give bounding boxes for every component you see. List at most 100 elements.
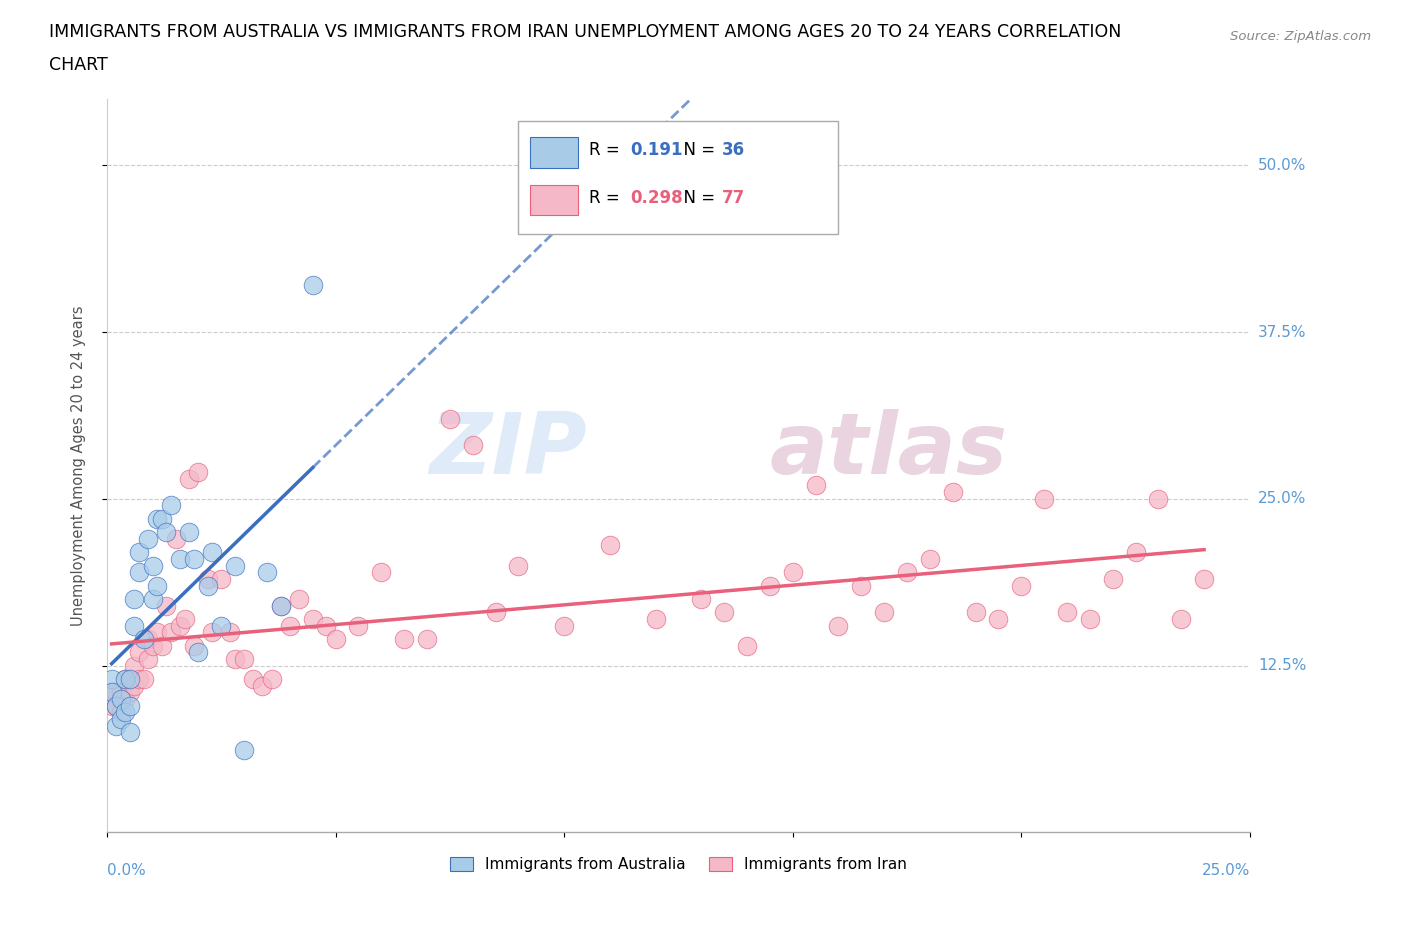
Point	[278, 618, 301, 633]
Text: 25.0%: 25.0%	[1202, 863, 1250, 878]
Point	[209, 571, 232, 586]
Point	[187, 644, 209, 659]
Point	[242, 671, 264, 686]
Point	[219, 625, 242, 640]
Point	[114, 691, 136, 706]
Point	[110, 711, 132, 726]
Point	[827, 618, 849, 633]
Point	[124, 591, 146, 606]
Point	[1170, 611, 1192, 626]
Text: 0.0%: 0.0%	[107, 863, 146, 878]
Point	[100, 671, 122, 686]
Text: N =: N =	[672, 189, 720, 206]
Point	[690, 591, 713, 606]
Point	[270, 598, 292, 613]
Point	[201, 545, 224, 560]
Point	[370, 565, 392, 579]
Point	[325, 631, 347, 646]
Text: 37.5%: 37.5%	[1258, 325, 1306, 339]
Point	[896, 565, 918, 579]
Point	[644, 611, 666, 626]
Point	[128, 565, 150, 579]
Text: 12.5%: 12.5%	[1258, 658, 1306, 673]
Point	[599, 538, 621, 553]
Point	[118, 671, 141, 686]
Point	[179, 472, 201, 486]
Text: 0.298: 0.298	[630, 189, 683, 206]
Point	[987, 611, 1010, 626]
Text: 25.0%: 25.0%	[1258, 491, 1306, 506]
FancyBboxPatch shape	[519, 121, 838, 234]
Text: ZIP: ZIP	[429, 409, 588, 492]
Point	[128, 671, 150, 686]
Point	[105, 698, 128, 713]
Point	[851, 578, 873, 593]
Point	[114, 671, 136, 686]
Point	[315, 618, 337, 633]
Point	[150, 512, 173, 526]
Point	[132, 631, 155, 646]
Point	[124, 658, 146, 673]
Point	[146, 578, 169, 593]
Point	[461, 438, 484, 453]
Y-axis label: Unemployment Among Ages 20 to 24 years: Unemployment Among Ages 20 to 24 years	[72, 305, 86, 626]
Point	[1033, 491, 1056, 506]
Point	[392, 631, 415, 646]
Point	[288, 591, 311, 606]
Point	[1010, 578, 1032, 593]
Point	[197, 571, 219, 586]
Point	[233, 651, 256, 666]
Point	[252, 678, 274, 693]
Point	[169, 551, 191, 566]
Point	[1056, 604, 1078, 619]
Text: IMMIGRANTS FROM AUSTRALIA VS IMMIGRANTS FROM IRAN UNEMPLOYMENT AMONG AGES 20 TO : IMMIGRANTS FROM AUSTRALIA VS IMMIGRANTS …	[49, 23, 1122, 41]
Text: R =: R =	[589, 141, 626, 159]
Point	[105, 684, 128, 699]
Point	[187, 465, 209, 480]
Point	[183, 638, 205, 653]
Point	[918, 551, 941, 566]
Text: 36: 36	[721, 141, 745, 159]
Point	[136, 531, 159, 546]
Point	[118, 698, 141, 713]
Point	[224, 558, 246, 573]
Point	[256, 565, 278, 579]
Point	[118, 671, 141, 686]
Point	[142, 638, 165, 653]
Point	[150, 638, 173, 653]
Point	[1125, 545, 1147, 560]
Point	[146, 512, 169, 526]
Text: 0.191: 0.191	[630, 141, 683, 159]
Point	[209, 618, 232, 633]
Point	[270, 598, 292, 613]
FancyBboxPatch shape	[530, 137, 578, 167]
FancyBboxPatch shape	[530, 184, 578, 216]
Point	[128, 644, 150, 659]
Point	[100, 698, 122, 713]
Point	[179, 525, 201, 539]
Legend: Immigrants from Australia, Immigrants from Iran: Immigrants from Australia, Immigrants fr…	[450, 857, 907, 872]
Point	[873, 604, 896, 619]
Point	[183, 551, 205, 566]
Point	[105, 698, 128, 713]
Point	[118, 724, 141, 739]
Point	[165, 531, 187, 546]
Point	[110, 705, 132, 720]
Point	[759, 578, 782, 593]
Point	[155, 598, 177, 613]
Point	[146, 625, 169, 640]
Point	[118, 684, 141, 699]
Point	[160, 498, 183, 513]
Point	[100, 684, 122, 699]
Point	[132, 671, 155, 686]
Point	[782, 565, 804, 579]
Point	[260, 671, 283, 686]
Point	[713, 604, 735, 619]
Text: atlas: atlas	[770, 409, 1008, 492]
Text: R =: R =	[589, 189, 626, 206]
Point	[965, 604, 987, 619]
Point	[201, 625, 224, 640]
Point	[100, 684, 122, 699]
Point	[484, 604, 506, 619]
Point	[942, 485, 965, 499]
